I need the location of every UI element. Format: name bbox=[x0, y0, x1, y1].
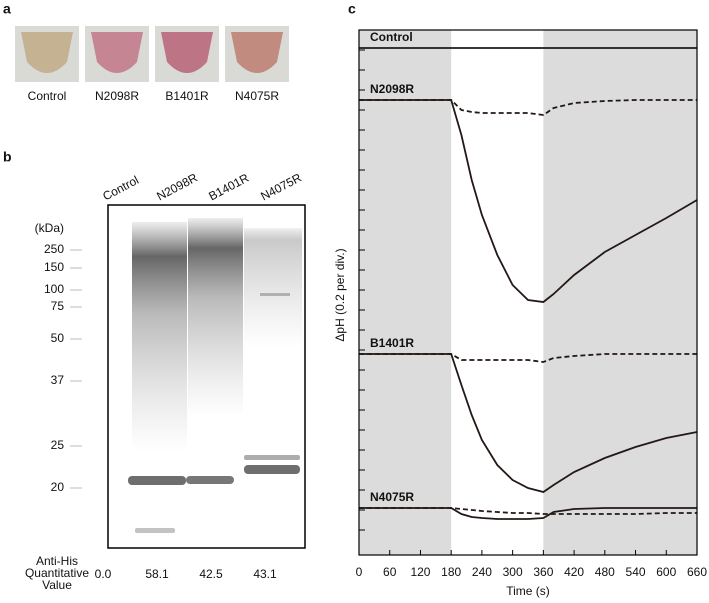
quant-value: 0.0 bbox=[95, 567, 112, 581]
marker-label: 100 bbox=[44, 282, 64, 296]
unit-label: (kDa) bbox=[35, 221, 64, 235]
blot bbox=[107, 204, 306, 549]
lane-label: Control bbox=[100, 173, 141, 204]
y-axis-label: ΔpH (0.2 per div.) bbox=[333, 248, 347, 341]
trace-dashed bbox=[359, 353, 697, 363]
tube-well bbox=[21, 32, 73, 73]
tube-well bbox=[161, 32, 213, 73]
x-tick-label: 660 bbox=[687, 565, 707, 579]
trace-label: Control bbox=[370, 30, 413, 44]
sample-label: B1401R bbox=[165, 89, 209, 103]
marker-label: 250 bbox=[44, 242, 64, 256]
sample-label: N4075R bbox=[235, 89, 279, 103]
trace-label: N4075R bbox=[370, 490, 414, 504]
marker-label: 37 bbox=[51, 373, 65, 387]
x-tick-label: 480 bbox=[595, 565, 615, 579]
quant-value: 58.1 bbox=[145, 567, 169, 581]
lane-label: B1401R bbox=[206, 171, 251, 204]
x-tick-label: 360 bbox=[533, 565, 553, 579]
lane-label: N4075R bbox=[258, 170, 304, 203]
marker-label: 20 bbox=[51, 480, 65, 494]
sample-label: Control bbox=[28, 89, 67, 103]
x-tick-label: 0 bbox=[356, 565, 363, 579]
trace-label: N2098R bbox=[370, 82, 414, 96]
quant-label: Quantitative bbox=[25, 566, 89, 580]
panel-letter: b bbox=[3, 149, 12, 165]
x-tick-label: 240 bbox=[472, 565, 492, 579]
quant-label: Anti-His bbox=[36, 554, 78, 568]
x-tick-label: 540 bbox=[626, 565, 646, 579]
panel-letter: a bbox=[3, 1, 11, 17]
shaded-period bbox=[359, 30, 452, 555]
shaded-period bbox=[543, 30, 697, 555]
trace-label: B1401R bbox=[370, 336, 414, 350]
sample-label: N2098R bbox=[95, 89, 139, 103]
x-tick-label: 180 bbox=[441, 565, 461, 579]
marker-label: 150 bbox=[44, 260, 64, 274]
trace-dashed bbox=[359, 99, 697, 116]
plot-frame bbox=[358, 29, 698, 556]
panel-letter: c bbox=[348, 1, 356, 17]
trace-dashed bbox=[359, 507, 697, 515]
quant-value: 42.5 bbox=[199, 567, 223, 581]
x-axis-label: Time (s) bbox=[506, 584, 550, 598]
marker-label: 50 bbox=[51, 331, 65, 345]
x-tick-label: 300 bbox=[503, 565, 523, 579]
quant-label: Value bbox=[42, 578, 72, 592]
tube-well bbox=[91, 32, 143, 73]
marker-label: 75 bbox=[51, 299, 65, 313]
x-tick-label: 60 bbox=[383, 565, 397, 579]
lane-label: N2098R bbox=[154, 170, 200, 203]
tube-well bbox=[231, 32, 283, 73]
marker-label: 25 bbox=[51, 438, 65, 452]
quant-value: 43.1 bbox=[253, 567, 277, 581]
x-tick-label: 600 bbox=[656, 565, 676, 579]
x-tick-label: 420 bbox=[564, 565, 584, 579]
x-tick-label: 120 bbox=[410, 565, 430, 579]
